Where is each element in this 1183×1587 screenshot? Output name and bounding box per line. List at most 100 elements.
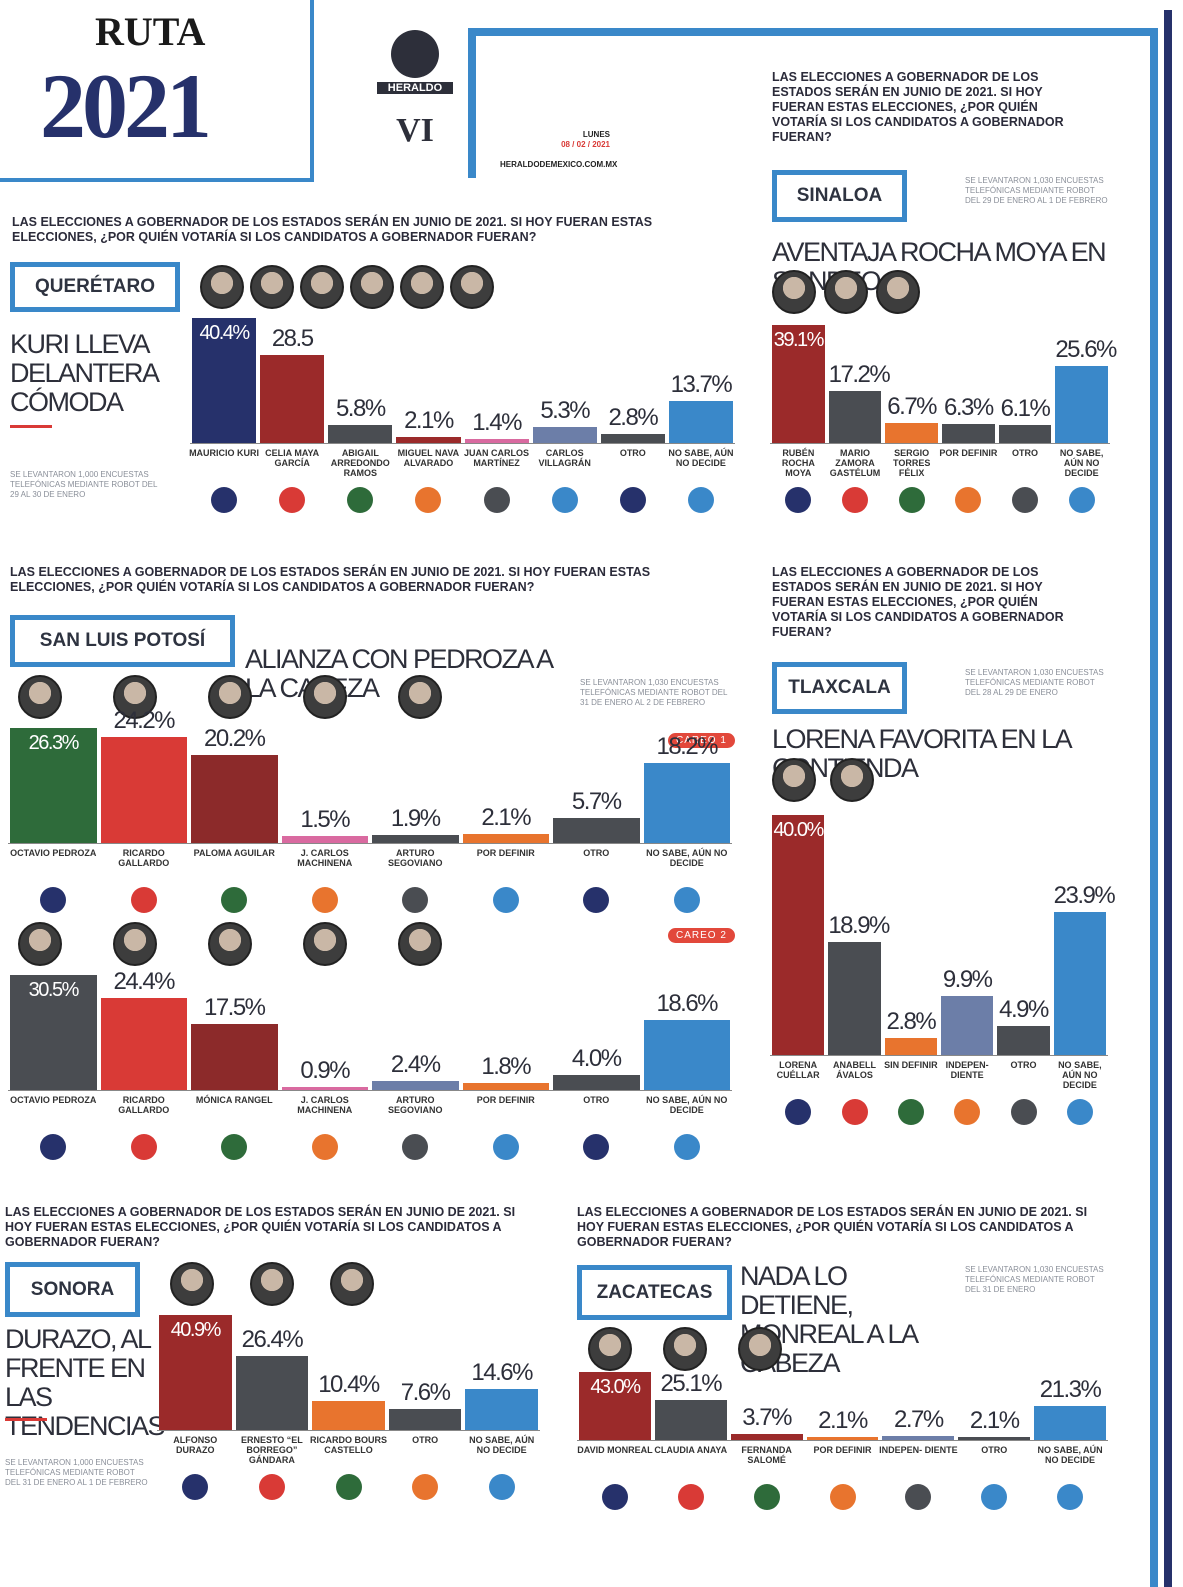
value-label: 24.4%	[101, 968, 188, 996]
bar	[997, 1026, 1049, 1055]
category-label: INDEPEN- DIENTE	[937, 1060, 997, 1080]
bar	[1034, 1406, 1106, 1440]
bar	[282, 836, 369, 843]
page: {"header":{"brand":"RUTA","year":"2021",…	[0, 0, 1183, 1587]
party-logo	[552, 487, 578, 513]
question: Las elecciones a gobernador de los estad…	[772, 70, 1092, 145]
bar	[885, 1038, 937, 1055]
question: Las elecciones a gobernador de los estad…	[577, 1205, 1107, 1250]
category-label: J. CARLOS MACHINENA	[278, 848, 373, 868]
frame-line	[1164, 10, 1172, 1587]
value-label: 14.6%	[465, 1359, 538, 1387]
party-logo	[131, 1134, 157, 1160]
value-label: 6.7%	[885, 393, 938, 421]
headline: LORENA FAVORITA EN LA CONTIENDA	[772, 725, 1112, 783]
bar	[644, 1020, 731, 1090]
party-logo	[259, 1474, 285, 1500]
value-label: 40.4%	[192, 322, 256, 345]
question: Las elecciones a gobernador de los estad…	[772, 565, 1092, 640]
value-label: 1.5%	[282, 806, 369, 834]
candidate-photo	[738, 1327, 782, 1371]
region-label: SONORA	[5, 1262, 140, 1317]
party-logo	[211, 487, 237, 513]
year: 2021	[40, 53, 208, 159]
region-label: ZACATECAS	[577, 1265, 732, 1320]
category-label: ALFONSO DURAZO	[155, 1435, 236, 1455]
party-logo	[493, 887, 519, 913]
bar	[942, 424, 995, 443]
value-label: 28.5	[260, 325, 324, 353]
headline: KURI LLEVA DELANTERA CÓMODA	[10, 330, 180, 417]
bar	[731, 1434, 803, 1440]
value-label: 1.4%	[465, 409, 529, 437]
candidate-photo	[200, 265, 244, 309]
question: Las elecciones a gobernador de los estad…	[10, 565, 700, 595]
value-label: 5.3%	[533, 397, 597, 425]
bar	[463, 834, 550, 843]
survey-note: Se levantaron 1,030 encuestas telefónica…	[965, 668, 1110, 698]
candidate-photo	[663, 1327, 707, 1371]
party-logo	[484, 487, 510, 513]
paper-logo: HERALDO VI	[383, 30, 447, 160]
candidate-photo	[400, 265, 444, 309]
bar	[828, 942, 880, 1055]
candidate-photo	[876, 270, 920, 314]
candidate-photo	[113, 922, 157, 966]
region-label: SAN LUIS POTOSÍ	[10, 615, 235, 667]
category-label: OCTAVIO PEDROZA	[6, 848, 101, 858]
party-logo	[312, 887, 338, 913]
baseline	[157, 1430, 540, 1431]
careo-tag: CAREO 2	[668, 928, 735, 943]
frame-line	[468, 28, 1158, 36]
party-logo	[1012, 487, 1038, 513]
value-label: 1.8%	[463, 1053, 550, 1081]
party-logo	[842, 487, 868, 513]
region-label: SINALOA	[772, 170, 907, 222]
value-label: 2.4%	[372, 1051, 459, 1079]
category-label: MIGUEL NAVA ALVARADO	[392, 448, 464, 468]
value-label: 7.6%	[389, 1379, 462, 1407]
party-logo	[830, 1484, 856, 1510]
bar	[999, 425, 1052, 443]
baseline	[770, 1055, 1108, 1056]
category-label: CELIA MAYA GARCÍA	[256, 448, 328, 468]
survey-note: Se levantaron 1,030 encuestas telefónica…	[965, 176, 1110, 206]
category-label: OTRO	[549, 848, 644, 858]
bar	[101, 998, 188, 1090]
category-label: OTRO	[549, 1095, 644, 1105]
value-label: 25.6%	[1055, 336, 1108, 364]
value-label: 2.8%	[885, 1008, 937, 1036]
baseline	[190, 443, 735, 444]
accent-line	[10, 425, 52, 428]
candidate-photo	[18, 922, 62, 966]
candidate-photo	[772, 270, 816, 314]
value-label: 40.0%	[772, 819, 824, 842]
candidate-photo	[824, 270, 868, 314]
candidate-photo	[18, 675, 62, 719]
baseline	[8, 1090, 732, 1091]
category-label: OTRO	[954, 1445, 1034, 1455]
category-label: CLAUDIA ANAYA	[651, 1445, 731, 1455]
candidate-photo	[772, 758, 816, 802]
category-label: PALOMA AGUILAR	[187, 848, 282, 858]
bar	[807, 1437, 879, 1440]
category-label: POR DEFINIR	[938, 448, 999, 458]
bar	[669, 401, 733, 443]
value-label: 13.7%	[669, 371, 733, 399]
candidate-photo	[588, 1327, 632, 1371]
value-label: 18.2%	[644, 733, 731, 761]
party-logo	[674, 1134, 700, 1160]
bar	[312, 1401, 385, 1430]
candidate-photo	[303, 675, 347, 719]
category-label: FERNANDA SALOMÉ	[727, 1445, 807, 1465]
category-label: ERNESTO “EL BORREGO” GÁNDARA	[232, 1435, 313, 1465]
frame-line	[310, 0, 314, 182]
party-logo	[688, 487, 714, 513]
category-label: JUAN CARLOS MARTÍNEZ	[461, 448, 533, 468]
candidate-photo	[300, 265, 344, 309]
category-label: OTRO	[385, 1435, 466, 1445]
value-label: 2.8%	[601, 404, 665, 432]
value-label: 18.6%	[644, 990, 731, 1018]
value-label: 17.2%	[829, 361, 882, 389]
category-label: DAVID MONREAL	[575, 1445, 655, 1455]
